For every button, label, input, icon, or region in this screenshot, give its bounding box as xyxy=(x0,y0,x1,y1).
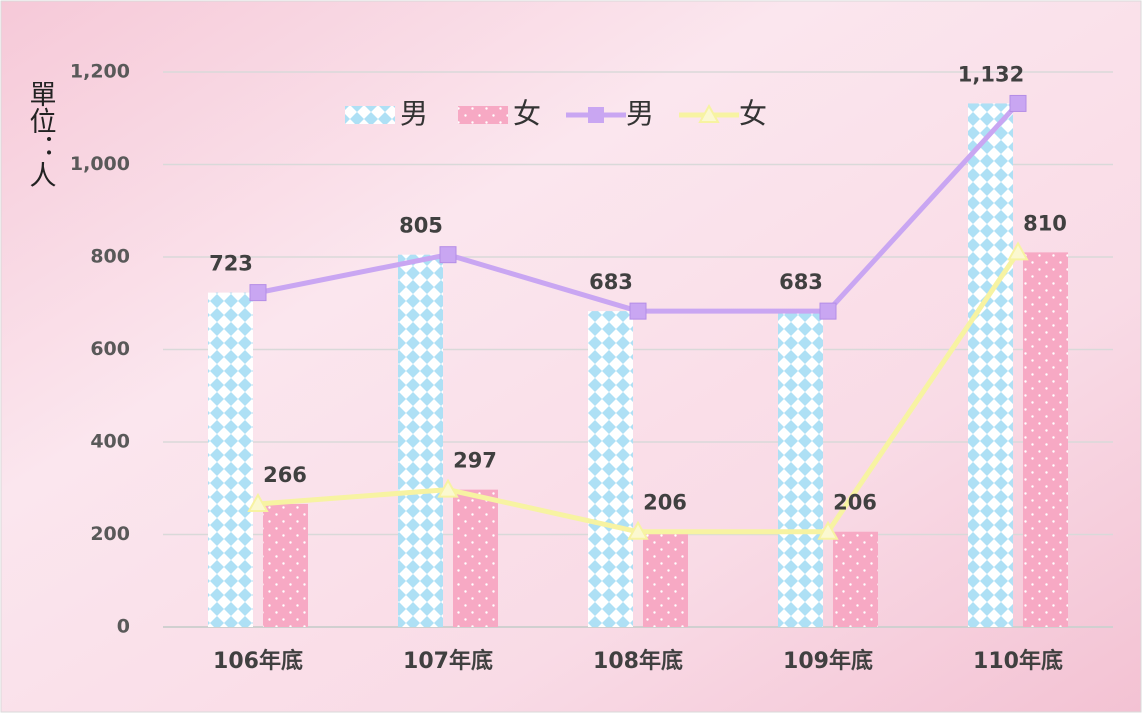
bar xyxy=(453,490,498,627)
y-axis-title: 單位：人 xyxy=(25,80,56,188)
bar xyxy=(968,103,1013,627)
data-label: 206 xyxy=(643,491,687,515)
bar xyxy=(833,532,878,627)
data-label: 206 xyxy=(833,491,877,515)
bar xyxy=(588,311,633,627)
data-label: 683 xyxy=(779,270,823,294)
bar xyxy=(643,532,688,627)
legend-marker xyxy=(588,107,604,123)
bar xyxy=(1023,252,1068,627)
x-tick-label: 108年底 xyxy=(593,648,683,674)
data-label: 297 xyxy=(453,449,497,473)
marker xyxy=(630,303,646,319)
bar xyxy=(398,255,443,627)
data-label: 723 xyxy=(209,252,253,276)
x-tick-label: 109年底 xyxy=(783,648,873,674)
bar xyxy=(263,504,308,627)
legend-label: 男 xyxy=(400,97,428,130)
y-tick-label: 200 xyxy=(90,523,130,545)
legend-label: 女 xyxy=(739,97,767,130)
x-tick-label: 107年底 xyxy=(403,648,493,674)
legend-swatch xyxy=(458,106,508,124)
data-label: 1,132 xyxy=(958,62,1024,86)
data-label: 805 xyxy=(399,214,443,238)
y-tick-label: 400 xyxy=(90,431,130,453)
y-tick-label: 0 xyxy=(117,616,130,638)
legend-label: 女 xyxy=(513,97,541,130)
legend-label: 男 xyxy=(626,97,654,130)
x-tick-label: 110年底 xyxy=(973,648,1063,674)
y-tick-label: 1,200 xyxy=(70,61,130,83)
bar xyxy=(778,311,823,627)
data-label: 683 xyxy=(589,270,633,294)
legend-swatch xyxy=(345,106,395,124)
marker xyxy=(820,303,836,319)
chart: 單位：人 0 200 400 600 800 1,000 1,200 106年底 107年底 10… xyxy=(0,0,1142,713)
bar xyxy=(208,293,253,627)
marker xyxy=(1010,95,1026,111)
y-tick-label: 1,000 xyxy=(70,153,130,175)
x-tick-label: 106年底 xyxy=(213,648,303,674)
marker xyxy=(250,285,266,301)
y-tick-label: 600 xyxy=(90,338,130,360)
y-tick-label: 800 xyxy=(90,246,130,268)
marker xyxy=(440,247,456,263)
data-label: 266 xyxy=(263,463,307,487)
data-label: 810 xyxy=(1023,211,1067,235)
